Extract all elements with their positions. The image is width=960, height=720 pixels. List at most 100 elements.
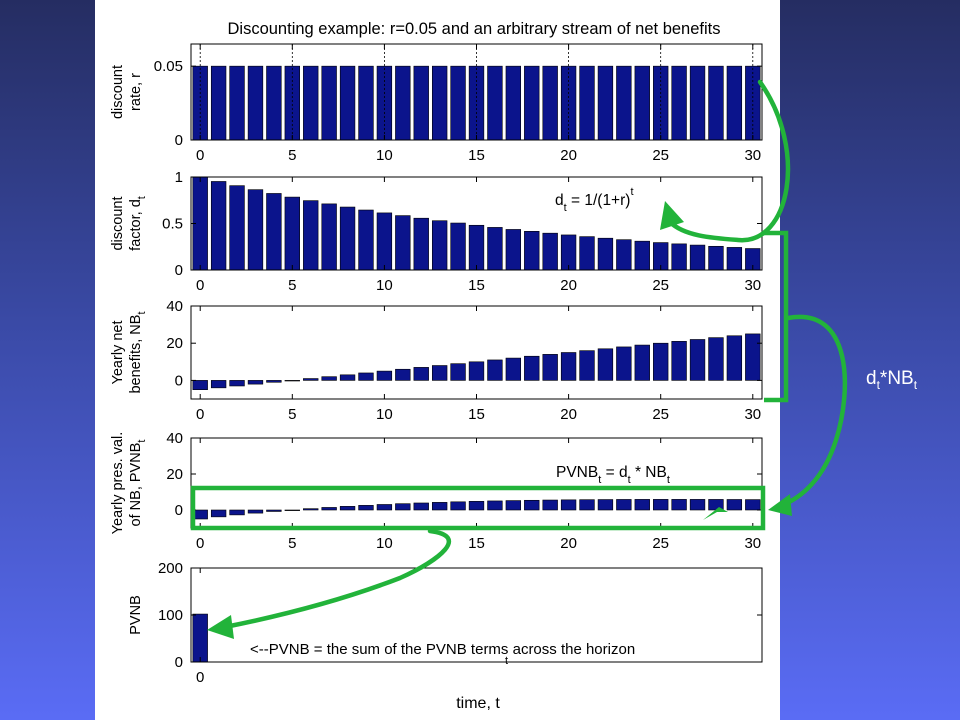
- bar: [726, 499, 743, 511]
- y-tick-label: 40: [166, 430, 183, 447]
- bar: [413, 502, 429, 511]
- bar: [505, 357, 522, 381]
- bar: [745, 499, 761, 511]
- y-axis-label: benefits, NBt: [128, 311, 148, 393]
- bar: [597, 348, 614, 381]
- x-tick-label: 10: [376, 406, 393, 423]
- bar: [542, 354, 558, 381]
- x-tick-label: 25: [652, 406, 669, 423]
- arrowhead: [207, 615, 234, 639]
- bar: [487, 500, 503, 511]
- bar: [597, 499, 614, 511]
- bar: [192, 380, 208, 390]
- y-tick-label: 0.5: [162, 216, 183, 233]
- bar: [229, 380, 245, 387]
- bar: [247, 380, 264, 385]
- figure-title: Discounting example: r=0.05 and an arbit…: [228, 20, 721, 38]
- bar: [745, 333, 761, 381]
- x-tick-label: 0: [196, 406, 204, 423]
- formula-annotation: dt = 1/(1+r)t: [555, 186, 634, 214]
- bar: [689, 499, 706, 511]
- x-tick-label: 20: [560, 147, 577, 164]
- bar: [303, 378, 319, 381]
- bar: [579, 350, 595, 381]
- y-tick-label: 1: [175, 169, 183, 186]
- bar: [708, 337, 724, 381]
- x-tick-label: 30: [744, 277, 761, 294]
- y-tick-label: 0: [175, 372, 183, 389]
- highlight-box: [190, 485, 766, 531]
- bar: [524, 499, 540, 511]
- bar: [358, 505, 374, 511]
- y-tick-label: 40: [166, 298, 183, 315]
- x-tick-label: 20: [560, 277, 577, 294]
- x-tick-label: 15: [468, 277, 485, 294]
- bar: [229, 509, 245, 516]
- x-tick-label: 25: [652, 277, 669, 294]
- bar: [210, 380, 227, 389]
- y-tick-label: 0: [175, 502, 183, 519]
- bracket-factor-benefits: [764, 230, 789, 403]
- x-tick-label: 30: [744, 147, 761, 164]
- x-tick-label: 5: [288, 406, 296, 423]
- bar: [284, 380, 300, 382]
- bar: [671, 499, 687, 511]
- arrow-terms-to-sum: [222, 528, 452, 630]
- bar: [524, 355, 540, 381]
- y-tick-label: 100: [158, 607, 183, 624]
- bar: [634, 499, 650, 511]
- bar: [450, 501, 466, 511]
- arrowhead: [703, 507, 728, 520]
- x-tick-label: 25: [652, 147, 669, 164]
- y-tick-label: 0: [175, 262, 183, 279]
- arrow-product-to-pv: [777, 314, 848, 509]
- x-tick-label: 15: [468, 406, 485, 423]
- arrowhead: [660, 201, 684, 230]
- x-tick-label: 15: [468, 147, 485, 164]
- x-tick-label: 10: [376, 147, 393, 164]
- y-tick-label: 0: [175, 132, 183, 149]
- bar: [616, 346, 632, 381]
- subplot-5: 00 100 200 PVNB <--PVNB = the sum of the PVN…: [128, 560, 763, 686]
- product-label: dt*NBt: [866, 368, 918, 392]
- x-tick-label: 10: [376, 277, 393, 294]
- arrow-rate-to-factor: [667, 79, 791, 243]
- bar: [395, 503, 411, 511]
- y-tick-label: 0: [175, 654, 183, 671]
- bar: [653, 499, 669, 511]
- x-tick-label: 20: [560, 406, 577, 423]
- bar: [726, 335, 743, 381]
- bar: [413, 367, 429, 381]
- bar: [450, 363, 466, 381]
- bar: [395, 368, 411, 381]
- y-axis-label: rate, r: [128, 73, 144, 111]
- sum-annotation-sub: t: [505, 655, 508, 667]
- bar: [671, 341, 687, 381]
- subplot-4: 0 5 10 15 20 25 30 0 20 40 Yearly pres. val. of NB,…: [110, 430, 763, 552]
- x-tick-label: 25: [652, 535, 669, 552]
- y-tick-label: 0.05: [154, 58, 183, 75]
- bar: [358, 372, 374, 381]
- x-tick-label: 5: [288, 147, 296, 164]
- x-tick-label: 0: [196, 669, 204, 686]
- y-tick-label: 20: [166, 466, 183, 483]
- x-tick-label: 30: [744, 406, 761, 423]
- sum-annotation: <--PVNB = the sum of the PVNB terms acro…: [250, 641, 635, 658]
- x-tick-label: 20: [560, 535, 577, 552]
- y-axis-label: discount: [110, 65, 126, 119]
- y-axis-label: Yearly net: [110, 321, 126, 385]
- bar: [560, 352, 577, 381]
- x-axis-label: time, t: [456, 695, 500, 712]
- x-tick-label: 0: [196, 277, 204, 294]
- y-axis-label: discount: [110, 196, 126, 250]
- bar: [579, 499, 595, 511]
- y-axis-label: of NB, PVNBt: [128, 440, 148, 527]
- bar: [266, 380, 282, 383]
- arrowhead: [768, 494, 792, 516]
- bar: [321, 507, 337, 511]
- bar: [210, 509, 227, 518]
- bar: [376, 504, 393, 511]
- bar: [616, 499, 632, 511]
- bar: [505, 500, 522, 511]
